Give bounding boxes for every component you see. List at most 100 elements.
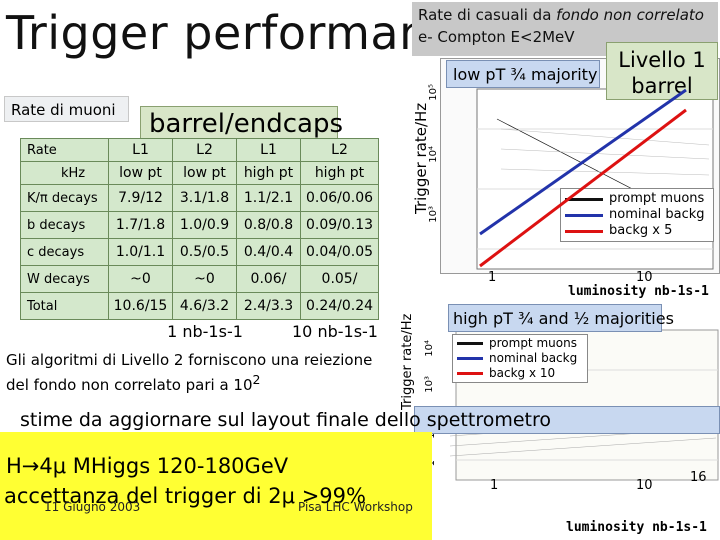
- plot1-legend: prompt muons nominal backg backg x 5: [560, 188, 714, 242]
- row-label: c decays: [20, 238, 109, 266]
- plot2-xtick: 16: [690, 470, 707, 485]
- table-cell: 0.8/0.8: [236, 211, 301, 239]
- table-header-row: Rate L1 L2 L1 L2: [20, 138, 379, 162]
- higgs-acceptance-text: accettanza del trigger di 2: [4, 484, 282, 508]
- table-cell: 1.7/1.8: [108, 211, 173, 239]
- rate-table: Rate L1 L2 L1 L2 kHz low pt low pt high …: [20, 138, 379, 320]
- luminosity-label-1: 1 nb-1s-1: [167, 322, 243, 341]
- luminosity-label-2: 10 nb-1s-1: [292, 322, 378, 341]
- legend-item: prompt muons: [561, 191, 713, 207]
- higgs-highlight-box: [0, 432, 432, 540]
- legend-label: prompt muons: [609, 191, 705, 206]
- plot2-ylabel: Trigger rate/Hz: [400, 313, 415, 410]
- legend-swatch: [457, 342, 483, 345]
- stime-banner-bg: [414, 406, 720, 434]
- livello1-line1: Livello 1: [618, 48, 706, 72]
- higgs-line1: H→4μ MHiggs 120-180GeV: [6, 454, 289, 478]
- table-cell: 4.6/3.2: [172, 292, 237, 320]
- livello2-description: Gli algoritmi di Livello 2 forniscono un…: [6, 350, 431, 395]
- table-row: b decays 1.7/1.8 1.0/0.9 0.8/0.8 0.09/0.…: [20, 211, 379, 239]
- livello1-barrel-label: Livello 1 barrel: [606, 42, 718, 100]
- table-cell: 2.4/3.3: [236, 292, 301, 320]
- legend-swatch: [457, 372, 483, 375]
- legend-item: nominal backg: [561, 207, 713, 223]
- plot2-xtick: 1: [490, 478, 499, 493]
- plot1-curves: [479, 88, 687, 268]
- table-cell: 1.0/1.1: [108, 238, 173, 266]
- table-cell: 0.05/: [300, 265, 379, 293]
- plot2-ytick: 10⁴: [424, 340, 435, 357]
- series-nominal-backg: [479, 88, 687, 236]
- plot1-xlabel: luminosity nb-1s-1: [568, 284, 709, 299]
- footer-workshop: Pisa LHC Workshop: [298, 500, 413, 514]
- table-header-cell: high pt: [300, 161, 379, 185]
- livello2-exponent: 2: [252, 372, 261, 387]
- legend-item: backg x 10: [453, 366, 587, 381]
- plot1-ytick: 10⁵: [428, 84, 439, 101]
- banner-prefix: Rate di casuali da: [418, 6, 557, 24]
- legend-label: prompt muons: [489, 336, 577, 350]
- legend-swatch: [457, 357, 483, 360]
- row-label: W decays: [20, 265, 109, 293]
- table-cell: 0.06/: [236, 265, 301, 293]
- legend-label: nominal backg: [609, 207, 705, 222]
- legend-item: prompt muons: [453, 336, 587, 351]
- table-header-cell: L1: [236, 138, 301, 162]
- table-row: W decays ~0 ~0 0.06/ 0.05/: [20, 265, 379, 293]
- table-header-cell: kHz: [20, 161, 109, 185]
- table-cell: 0.06/0.06: [300, 184, 379, 212]
- banner-line2: e- Compton E<2MeV: [418, 28, 575, 46]
- table-header-cell: L2: [172, 138, 237, 162]
- table-row: c decays 1.0/1.1 0.5/0.5 0.4/0.4 0.04/0.…: [20, 238, 379, 266]
- table-row: K/π decays 7.9/12 3.1/1.8 1.1/2.1 0.06/0…: [20, 184, 379, 212]
- stime-text: stime da aggiornare sul layout finale de…: [20, 409, 552, 431]
- low-pt-label: low pT ¾ majority: [446, 60, 600, 88]
- legend-item: backg x 5: [561, 223, 713, 239]
- series-backg-x5: [479, 108, 687, 268]
- higgs-line2: accettanza del trigger di 2μ >99%: [4, 484, 366, 508]
- table-header-cell: low pt: [108, 161, 173, 185]
- livello2-line1: Gli algoritmi di Livello 2 forniscono un…: [6, 351, 373, 369]
- table-cell: 0.4/0.4: [236, 238, 301, 266]
- legend-swatch: [565, 197, 603, 201]
- row-label: K/π decays: [20, 184, 109, 212]
- plot1-ytick: 10³: [428, 206, 439, 223]
- row-label: Total: [20, 292, 109, 320]
- plot2-xlabel: luminosity nb-1s-1: [566, 520, 707, 535]
- plot2-xtick: 10: [636, 478, 653, 493]
- legend-item: nominal backg: [453, 351, 587, 366]
- table-cell: 10.6/15: [108, 292, 173, 320]
- higgs-acceptance-value: >99%: [295, 484, 366, 508]
- table-cell: 0.24/0.24: [300, 292, 379, 320]
- table-cell: ~0: [108, 265, 173, 293]
- table-cell: ~0: [172, 265, 237, 293]
- table-cell: 1.1/2.1: [236, 184, 301, 212]
- livello2-line2: del fondo non correlato pari a 10: [6, 376, 253, 394]
- table-row: Total 10.6/15 4.6/3.2 2.4/3.3 0.24/0.24: [20, 292, 379, 320]
- barrel-endcaps-label: barrel/endcaps: [140, 106, 343, 142]
- legend-swatch: [565, 213, 603, 217]
- legend-label: backg x 10: [489, 366, 556, 380]
- table-header-cell: L1: [108, 138, 173, 162]
- mu-symbol: μ: [281, 484, 296, 508]
- table-cell: 0.04/0.05: [300, 238, 379, 266]
- row-label: b decays: [20, 211, 109, 239]
- rate-muoni-label: Rate di muoni: [4, 96, 129, 122]
- table-cell: 1.0/0.9: [172, 211, 237, 239]
- table-cell: 0.5/0.5: [172, 238, 237, 266]
- banner-italic: fondo non correlato: [556, 6, 704, 24]
- plot1-xtick: 1: [488, 270, 497, 285]
- plot1-ytick: 10⁴: [428, 146, 439, 163]
- table-header-cell: L2: [300, 138, 379, 162]
- table-cell: 0.09/0.13: [300, 211, 379, 239]
- table-header-cell: low pt: [172, 161, 237, 185]
- table-header-row: kHz low pt low pt high pt high pt: [20, 161, 379, 185]
- plot2-ytick: 10³: [424, 376, 435, 393]
- table-header-cell: Rate: [20, 138, 109, 162]
- legend-swatch: [565, 229, 603, 233]
- plot1-xtick: 10: [636, 270, 653, 285]
- table-cell: 3.1/1.8: [172, 184, 237, 212]
- legend-label: nominal backg: [489, 351, 578, 365]
- high-pt-label: high pT ¾ and ½ majorities: [448, 304, 674, 332]
- table-cell: 7.9/12: [108, 184, 173, 212]
